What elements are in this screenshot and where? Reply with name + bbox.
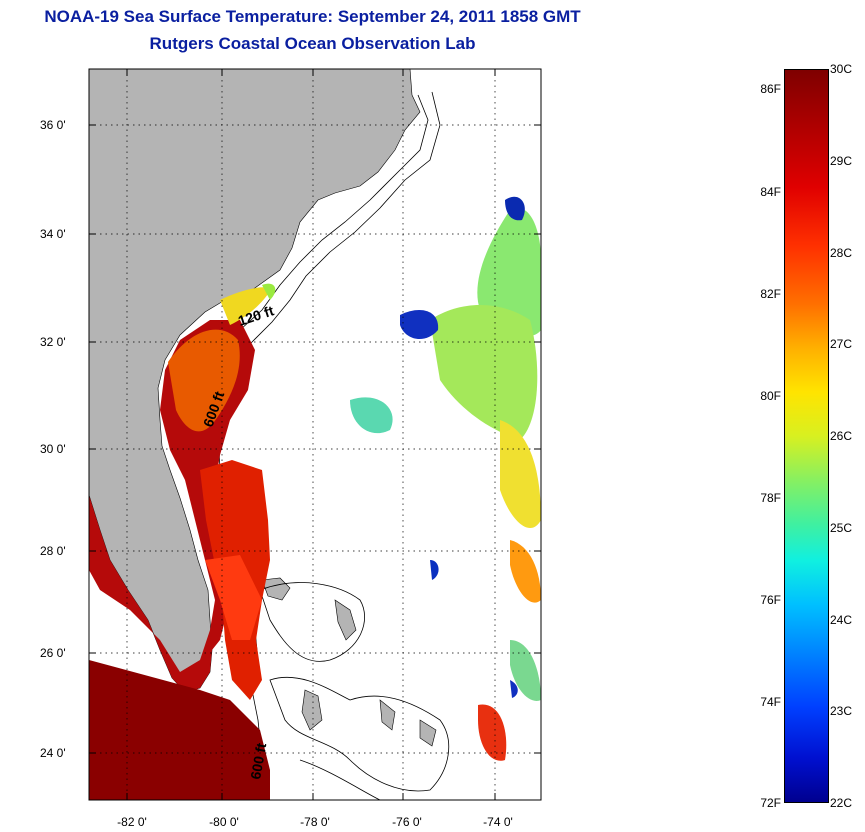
colorbar-label-80f: 80F — [760, 389, 781, 403]
colorbar-label-74f: 74F — [760, 695, 781, 709]
lon-label-80: -80 0' — [209, 815, 239, 829]
colorbar-label-22c: 22C — [830, 796, 853, 810]
lat-label-30: 30 0' — [40, 442, 66, 456]
lon-label-76: -76 0' — [392, 815, 422, 829]
colorbar-label-78f: 78F — [760, 491, 781, 505]
lat-label-24: 24 0' — [40, 746, 66, 760]
lon-label-82: -82 0' — [117, 815, 147, 829]
lat-label-28: 28 0' — [40, 544, 66, 558]
sst-data — [89, 196, 541, 800]
graticule — [89, 69, 541, 800]
colorbar-label-24c: 24C — [830, 613, 853, 627]
contour-label-600ft-south: 600 ft — [247, 741, 269, 780]
map-title: NOAA-19 Sea Surface Temperature: Septemb… — [44, 7, 581, 26]
colorbar-label-86f: 86F — [760, 82, 781, 96]
colorbar-label-28c: 28C — [830, 246, 853, 260]
colorbar-label-30c: 30C — [830, 62, 853, 76]
lat-label-34: 34 0' — [40, 227, 66, 241]
colorbar-label-27c: 27C — [830, 337, 853, 351]
lon-label-78: -78 0' — [300, 815, 330, 829]
map-subtitle: Rutgers Coastal Ocean Observation Lab — [149, 34, 476, 53]
colorbar-label-25c: 25C — [830, 521, 853, 535]
colorbar-label-26c: 26C — [830, 429, 853, 443]
lat-label-26: 26 0' — [40, 646, 66, 660]
lon-label-74: -74 0' — [483, 815, 513, 829]
colorbar-label-29c: 29C — [830, 154, 853, 168]
colorbar-label-23c: 23C — [830, 704, 853, 718]
axis-ticks — [89, 69, 541, 800]
colorbar-label-84f: 84F — [760, 185, 781, 199]
colorbar-label-76f: 76F — [760, 593, 781, 607]
temperature-colorbar — [784, 69, 829, 803]
lat-label-32: 32 0' — [40, 335, 66, 349]
map-frame — [88, 68, 542, 801]
lat-label-36: 36 0' — [40, 118, 66, 132]
bahamas-islands — [261, 577, 437, 747]
colorbar-label-82f: 82F — [760, 287, 781, 301]
colorbar-label-72f: 72F — [760, 796, 781, 810]
